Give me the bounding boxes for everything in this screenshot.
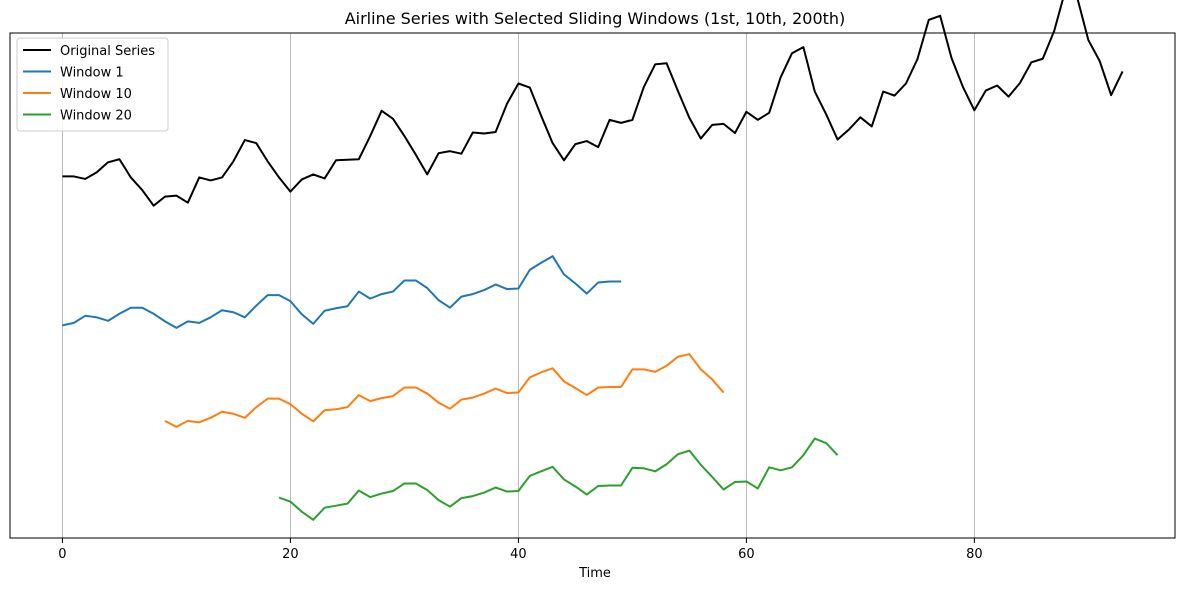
series-lines <box>62 0 1124 521</box>
chart-title: Airline Series with Selected Sliding Win… <box>345 9 846 28</box>
series-line-window-10 <box>164 353 725 428</box>
x-tick-label-40: 40 <box>510 547 527 562</box>
x-tick-label-0: 0 <box>58 547 66 562</box>
x-tick-label-20: 20 <box>282 547 299 562</box>
legend-label-window-10: Window 10 <box>60 87 132 102</box>
legend-label-window-20: Window 20 <box>60 109 132 124</box>
x-axis-label: Time <box>578 566 611 581</box>
series-line-window-20 <box>278 437 839 521</box>
legend: Original Series Window 1 Window 10 Window 2… <box>16 37 169 132</box>
grid-lines <box>61 33 975 538</box>
x-tick-label-60: 60 <box>738 547 755 562</box>
legend-box <box>16 37 169 132</box>
x-tick-label-80: 80 <box>966 547 983 562</box>
plot-area-frame <box>9 32 1176 539</box>
x-axis: 0 20 40 60 80 <box>58 538 983 562</box>
series-line-window-1 <box>62 255 621 329</box>
legend-label-original-series: Original Series <box>60 44 155 59</box>
series-line-original-series <box>62 0 1124 207</box>
legend-label-window-1: Window 1 <box>60 66 124 81</box>
